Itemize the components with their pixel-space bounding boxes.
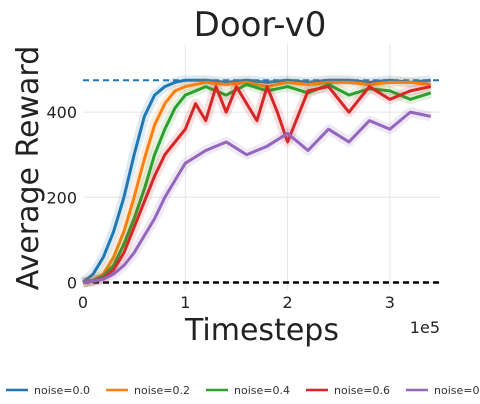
legend-label: noise=0.2	[134, 384, 190, 397]
plot-area	[82, 43, 442, 292]
series-lines	[79, 75, 433, 288]
series-line	[82, 82, 432, 284]
legend-label: noise=0.0	[34, 384, 90, 397]
y-tick-labels: 0 200 400	[46, 103, 77, 292]
legend-label: noise=0.8	[434, 384, 480, 397]
legend-label: noise=0.4	[234, 384, 290, 397]
y-tick-label: 200	[46, 188, 77, 207]
x-scale-label: 1e5	[410, 318, 440, 337]
legend: noise=0.0 noise=0.2 noise=0.4 noise=0.6 nois…	[6, 384, 480, 397]
series-line	[82, 85, 432, 284]
x-tick-label: 1	[180, 293, 190, 312]
x-tick-label: 3	[385, 293, 395, 312]
chart-title: Door-v0	[194, 5, 327, 45]
y-tick-label: 0	[67, 273, 77, 292]
legend-label: noise=0.6	[334, 384, 390, 397]
series-line	[82, 110, 432, 284]
x-tick-label: 0	[78, 293, 88, 312]
series-line	[82, 78, 431, 284]
x-tick-label: 2	[282, 293, 292, 312]
series-line	[82, 80, 431, 284]
x-tick-labels: 0 1 2 3	[78, 293, 395, 312]
x-axis-label: Timesteps	[184, 313, 339, 348]
y-tick-label: 400	[46, 103, 77, 122]
y-axis-label: Average Reward	[11, 46, 46, 290]
